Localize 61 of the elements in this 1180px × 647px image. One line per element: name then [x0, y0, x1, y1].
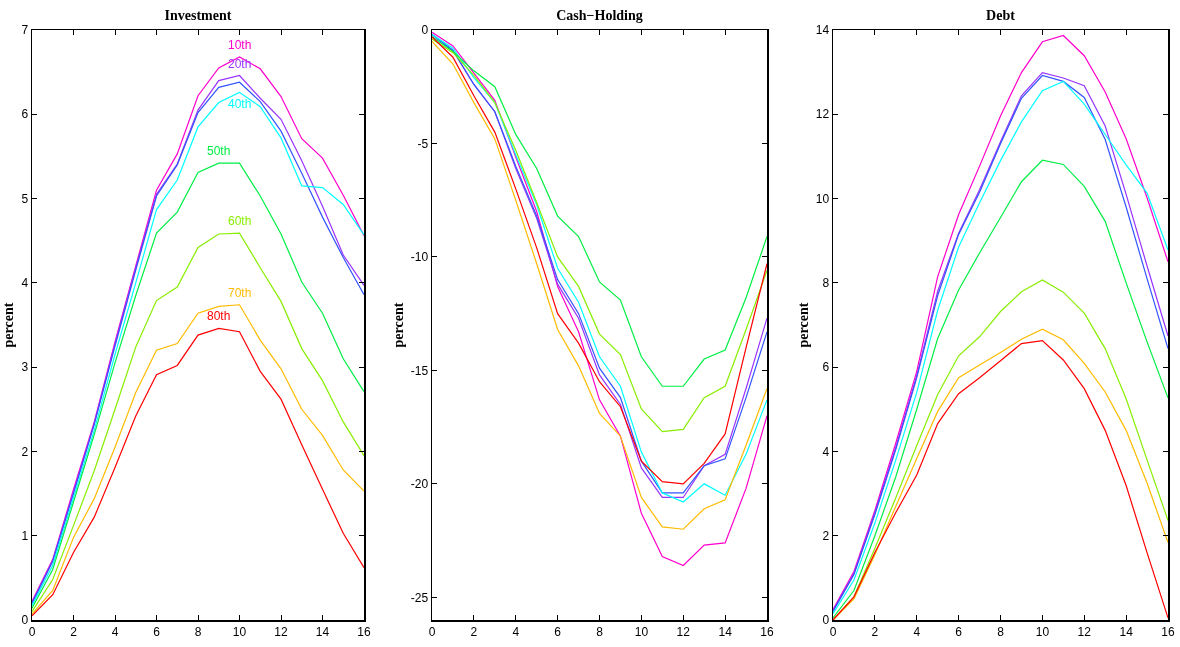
x-tick-label: 16 — [357, 624, 371, 639]
y-tick-label: 6 — [21, 107, 29, 122]
y-tick-label: 4 — [822, 444, 830, 459]
x-tick-label: 14 — [315, 624, 330, 639]
x-tick-label: 4 — [512, 624, 520, 639]
chart-title: Cash−Holding — [556, 7, 643, 23]
y-axis-title: percent — [1, 302, 17, 348]
x-tick-label: 10 — [232, 624, 247, 639]
series-label: 10th — [228, 38, 252, 52]
x-tick-label: 12 — [274, 624, 288, 639]
x-tick-label: 8 — [194, 624, 202, 639]
x-tick-label: 6 — [153, 624, 161, 639]
series-label: 50th — [207, 144, 231, 158]
y-tick-label: 3 — [21, 360, 29, 375]
y-tick-label: 7 — [21, 23, 29, 38]
line-series — [833, 159, 1168, 619]
x-tick-label: 16 — [1161, 624, 1175, 639]
y-tick-label: 10 — [815, 191, 830, 206]
line-series — [32, 232, 364, 613]
y-tick-label: 1 — [21, 528, 29, 543]
chart-title: Debt — [986, 7, 1016, 23]
x-tick-label: 2 — [470, 624, 478, 639]
y-tick-label: 8 — [822, 276, 830, 291]
x-tick-label: 12 — [1077, 624, 1092, 639]
series-label: 40th — [228, 97, 252, 111]
x-tick-label: 10 — [634, 624, 649, 639]
x-tick-label: 8 — [997, 624, 1005, 639]
series-label: 60th — [228, 214, 252, 228]
chart-title: Investment — [164, 7, 232, 23]
x-tick-label: 6 — [554, 624, 562, 639]
y-tick-label: 0 — [822, 613, 830, 628]
y-tick-label: -10 — [410, 250, 429, 265]
series-label: 70th — [228, 286, 252, 300]
x-tick-label: 14 — [1119, 624, 1134, 639]
x-tick-label: 14 — [718, 624, 733, 639]
x-tick-label: 2 — [70, 624, 78, 639]
y-tick-label: 14 — [815, 23, 830, 38]
y-tick-label: 0 — [21, 613, 29, 628]
x-tick-label: 10 — [1035, 624, 1050, 639]
y-tick-label: -25 — [410, 590, 429, 605]
y-tick-label: -5 — [417, 136, 429, 151]
y-tick-label: -20 — [410, 477, 429, 492]
y-axis-title: percent — [795, 302, 811, 348]
y-tick-label: 0 — [421, 23, 429, 38]
y-tick-label: 4 — [21, 276, 29, 291]
y-tick-label: 2 — [21, 444, 29, 459]
x-tick-label: 6 — [955, 624, 963, 639]
y-tick-label: 6 — [822, 360, 830, 375]
y-tick-label: -15 — [410, 363, 429, 378]
x-tick-label: 12 — [676, 624, 691, 639]
y-tick-label: 5 — [21, 191, 29, 206]
x-tick-label: 4 — [111, 624, 119, 639]
y-tick-label: 12 — [815, 107, 830, 122]
y-tick-label: 2 — [822, 528, 830, 543]
x-tick-label: 2 — [871, 624, 879, 639]
series-label: 80th — [207, 309, 231, 323]
y-axis-title: percent — [390, 302, 406, 348]
x-tick-label: 16 — [760, 624, 774, 639]
series-label: 20th — [228, 57, 252, 71]
x-tick-label: 8 — [596, 624, 604, 639]
x-tick-label: 4 — [913, 624, 921, 639]
